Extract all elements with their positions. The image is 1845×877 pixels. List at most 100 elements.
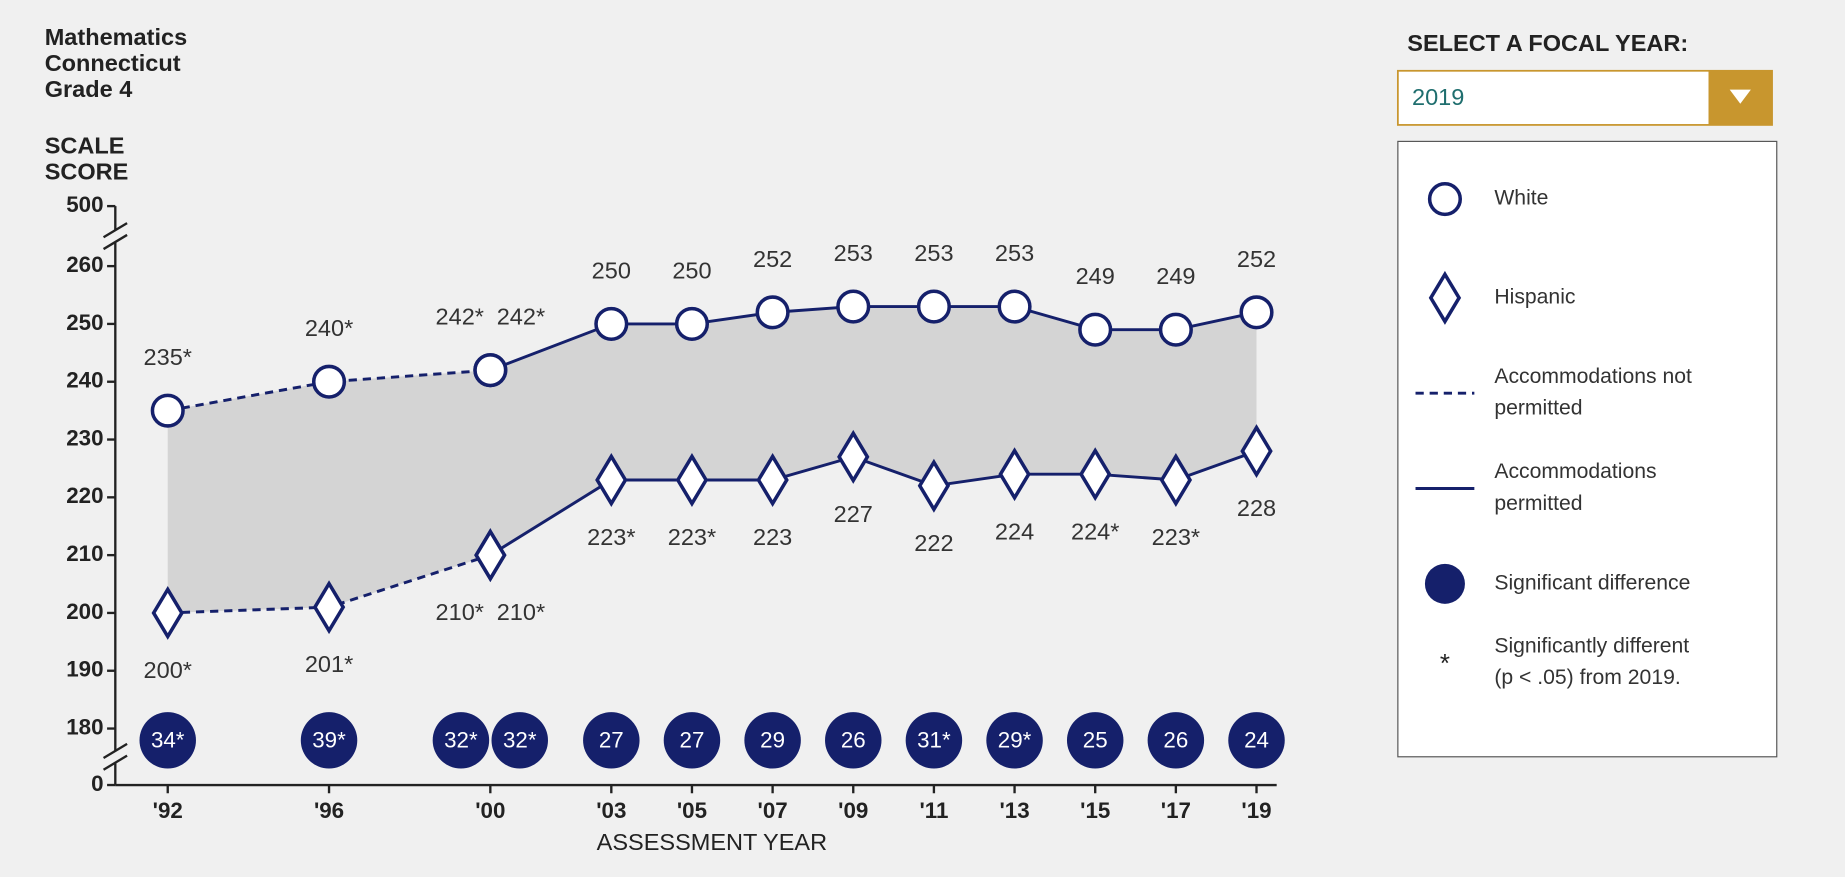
data-label: 224* xyxy=(1071,518,1119,544)
gap-label: 32* xyxy=(503,727,537,752)
data-label: 253 xyxy=(995,240,1034,266)
x-tick-label: '15 xyxy=(1080,798,1110,823)
gap-circle xyxy=(825,712,882,769)
gap-label: 29* xyxy=(998,727,1032,752)
gap-label: 34* xyxy=(151,727,185,752)
point-circle xyxy=(1239,295,1274,330)
data-label: 201* xyxy=(305,651,353,677)
data-label: 250 xyxy=(672,257,711,283)
point-diamond xyxy=(595,453,628,507)
x-tick-label: '00 xyxy=(475,798,505,823)
x-tick-label: '13 xyxy=(999,798,1029,823)
legend-label: permitted xyxy=(1494,492,1582,515)
axis-break xyxy=(102,742,128,759)
axis-break xyxy=(102,222,128,239)
gap-circle xyxy=(432,712,490,769)
y-tick-label: 240 xyxy=(66,368,103,393)
data-label: 249 xyxy=(1076,263,1115,289)
gap-circle xyxy=(663,712,721,769)
point-diamond xyxy=(1240,424,1273,479)
gap-circle xyxy=(139,712,196,769)
data-label: 252 xyxy=(1237,246,1276,272)
point-circle xyxy=(1158,312,1193,347)
data-label: 235* xyxy=(144,344,192,370)
y-tick-label: 210 xyxy=(66,541,103,566)
gap-area xyxy=(167,306,1257,613)
data-label: 242* xyxy=(436,304,484,330)
gap-label: 25 xyxy=(1083,727,1108,752)
point-diamond xyxy=(1159,453,1193,507)
focal-year-dropdown[interactable]: 2019 xyxy=(1396,69,1773,126)
x-tick-label: '11 xyxy=(919,798,948,823)
y-tick-label: 180 xyxy=(66,714,103,739)
x-tick-label: '17 xyxy=(1161,798,1191,823)
axis-break-gap xyxy=(105,230,125,242)
y-axis-title: SCORE xyxy=(45,158,129,184)
point-diamond xyxy=(312,580,346,635)
chart-title: Grade 4 xyxy=(45,76,133,102)
y-axis-title: SCALE xyxy=(45,132,125,158)
point-circle xyxy=(473,353,508,388)
x-tick-label: '19 xyxy=(1241,798,1271,823)
legend-label: Accommodations not xyxy=(1494,365,1692,388)
data-label: 250 xyxy=(592,257,631,283)
axis-break xyxy=(102,233,128,251)
data-label: 227 xyxy=(834,501,873,527)
legend-label: Hispanic xyxy=(1494,285,1576,308)
gap-label: 24 xyxy=(1244,727,1269,752)
point-diamond xyxy=(151,585,184,640)
gap-circle xyxy=(300,712,358,769)
data-label: 228 xyxy=(1237,495,1276,521)
gap-circle xyxy=(491,712,548,769)
y-tick-label: 500 xyxy=(66,192,103,217)
series-line xyxy=(489,449,1258,557)
data-label: 210* xyxy=(497,599,545,625)
gap-label: 31* xyxy=(917,727,951,752)
data-label: 253 xyxy=(834,240,873,266)
data-label: 210* xyxy=(436,599,484,625)
legend-label: White xyxy=(1494,187,1548,210)
legend-circle xyxy=(1427,181,1462,217)
gap-circle xyxy=(905,712,963,769)
series-line xyxy=(489,305,1257,372)
dropdown-value[interactable]: 2019 xyxy=(1412,84,1464,110)
y-tick-label: 200 xyxy=(66,599,103,624)
gap-circle xyxy=(1228,712,1285,769)
point-diamond xyxy=(675,453,709,507)
data-label: 242* xyxy=(497,304,545,330)
x-tick-label: '92 xyxy=(153,798,183,823)
x-tick-label: '07 xyxy=(758,798,788,823)
gap-circle xyxy=(1066,712,1124,769)
data-label: 200* xyxy=(144,657,192,683)
chart-title: Connecticut xyxy=(45,50,181,76)
gap-circle xyxy=(744,712,801,769)
data-label: 252 xyxy=(753,246,792,272)
point-diamond xyxy=(1079,447,1112,502)
point-diamond xyxy=(756,453,789,507)
x-tick-label: '05 xyxy=(677,798,707,823)
legend-label: (p < .05) from 2019. xyxy=(1494,666,1680,689)
y-tick-label: 0 xyxy=(91,771,103,796)
data-label: 253 xyxy=(914,240,953,266)
point-circle xyxy=(916,289,951,324)
data-label: 223* xyxy=(587,524,635,550)
gap-label: 27 xyxy=(599,727,624,752)
x-tick-label: '96 xyxy=(314,798,344,823)
legend-dot xyxy=(1424,563,1465,604)
point-circle xyxy=(311,364,347,399)
point-circle xyxy=(674,306,710,341)
data-label: 223* xyxy=(1152,524,1200,550)
x-axis-title: ASSESSMENT YEAR xyxy=(597,829,827,855)
y-tick-label: 250 xyxy=(66,310,103,335)
data-label: 222 xyxy=(914,530,953,556)
legend-diamond xyxy=(1428,270,1462,325)
focal-year-label: SELECT A FOCAL YEAR: xyxy=(1407,30,1688,56)
y-tick-label: 190 xyxy=(66,657,103,682)
y-tick-label: 260 xyxy=(66,252,103,277)
data-label: 249 xyxy=(1156,263,1195,289)
gap-label: 32* xyxy=(444,727,478,752)
data-label: 223 xyxy=(753,524,792,550)
legend-box xyxy=(1397,140,1778,758)
axis-break-gap xyxy=(105,750,125,763)
